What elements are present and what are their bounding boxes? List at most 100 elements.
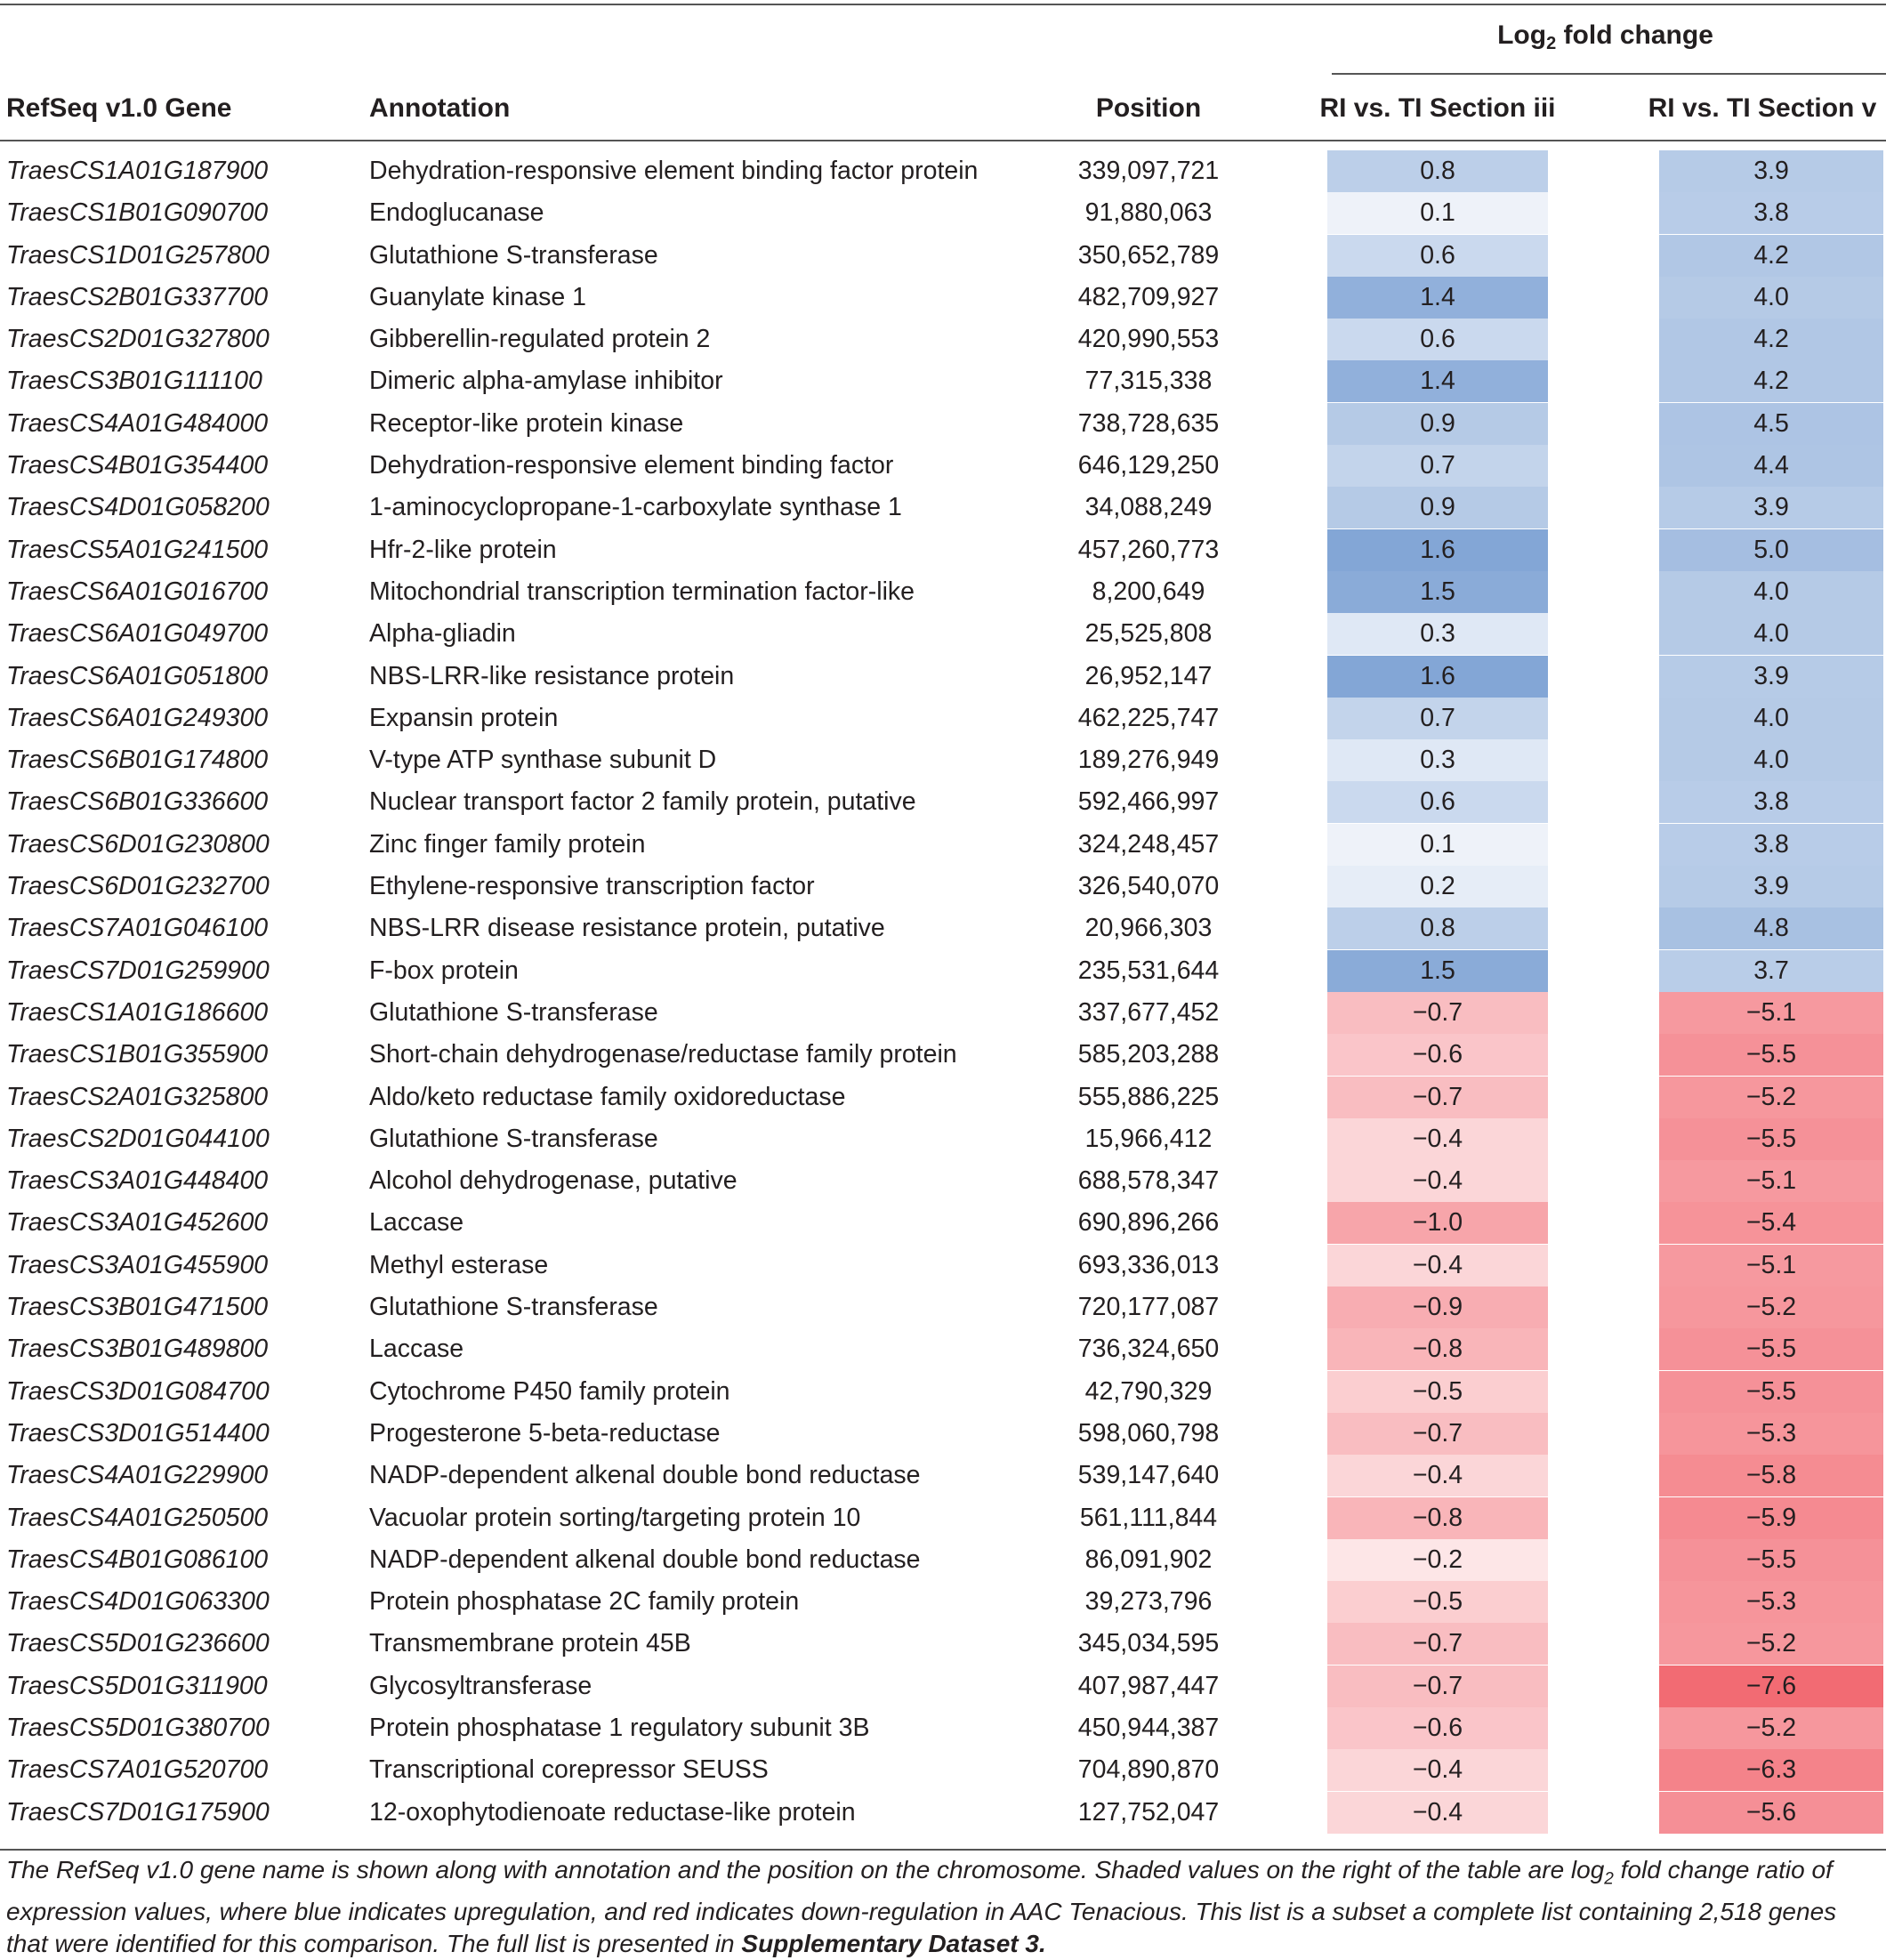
annotation-cell: Transcriptional corepressor SEUSS [369,1755,769,1785]
position-cell: 20,966,303 [1084,914,1213,943]
annotation-cell: Alcohol dehydrogenase, putative [369,1166,737,1196]
position-cell: 482,709,927 [1077,282,1220,311]
section-iii-cell: 1.4 [1327,276,1548,319]
table-row: TraesCS7A01G046100 NBS-LRR disease resist… [0,907,1886,950]
gene-cell: TraesCS6D01G232700 [6,872,270,901]
gene-cell: TraesCS3B01G111100 [6,367,262,396]
group-label-suffix: fold change [1556,20,1713,50]
annotation-cell: Protein phosphatase 1 regulatory subunit… [369,1713,870,1742]
annotation-cell: Glutathione S-transferase [369,240,658,270]
table-row: TraesCS7A01G520700 Transcriptional corepr… [0,1749,1886,1792]
section-iii-cell: 1.6 [1327,655,1548,698]
header-position: Position [1095,93,1202,123]
gene-cell: TraesCS4B01G354400 [6,451,269,480]
table-row: TraesCS3B01G111100 Dimeric alpha-amylase … [0,360,1886,403]
annotation-cell: Cytochrome P450 family protein [369,1376,730,1406]
table-row: TraesCS2D01G327800 Gibberellin-regulated … [0,319,1886,361]
annotation-cell: Short-chain dehydrogenase/reductase fami… [369,1040,957,1069]
section-v-cell: 4.2 [1659,360,1883,403]
gene-cell: TraesCS7A01G046100 [6,914,269,943]
table-row: TraesCS6D01G230800 Zinc finger family pro… [0,823,1886,866]
gene-cell: TraesCS7D01G175900 [6,1797,270,1827]
gene-cell: TraesCS6B01G174800 [6,746,269,775]
section-v-cell: 4.2 [1659,319,1883,361]
position-cell: 450,944,387 [1077,1713,1220,1742]
table-row: TraesCS3A01G448400 Alcohol dehydrogenase,… [0,1160,1886,1203]
gene-cell: TraesCS6A01G249300 [6,703,269,732]
position-cell: 592,466,997 [1077,787,1220,817]
annotation-cell: Guanylate kinase 1 [369,282,586,311]
annotation-cell: Dehydration-responsive element binding f… [369,451,894,480]
table-row: TraesCS6A01G016700 Mitochondrial transcri… [0,570,1886,613]
table-row: TraesCS7D01G175900 12-oxophytodienoate re… [0,1791,1886,1834]
table-row: TraesCS1A01G186600 Glutathione S-transfer… [0,991,1886,1034]
position-cell: 34,088,249 [1084,493,1213,522]
position-cell: 25,525,808 [1084,619,1213,649]
gene-cell: TraesCS1B01G355900 [6,1040,269,1069]
section-v-cell: −5.2 [1659,1287,1883,1329]
position-cell: 539,147,640 [1077,1461,1220,1490]
gene-cell: TraesCS7A01G520700 [6,1755,269,1785]
section-iii-cell: −1.0 [1327,1202,1548,1245]
section-v-cell: −5.4 [1659,1202,1883,1245]
annotation-cell: Protein phosphatase 2C family protein [369,1587,800,1617]
section-iii-cell: −0.8 [1327,1496,1548,1539]
position-cell: 339,097,721 [1077,157,1220,185]
gene-cell: TraesCS3A01G455900 [6,1250,269,1279]
section-v-cell: −5.1 [1659,1244,1883,1287]
annotation-cell: Aldo/keto reductase family oxidoreductas… [369,1082,846,1111]
position-cell: 127,752,047 [1077,1797,1220,1827]
group-label-prefix: Log [1497,20,1547,50]
gene-cell: TraesCS2B01G337700 [6,282,269,311]
section-v-cell: −7.6 [1659,1665,1883,1707]
section-iii-cell: −0.6 [1327,1034,1548,1077]
section-v-cell: −5.1 [1659,1160,1883,1203]
section-iii-cell: 0.2 [1327,866,1548,908]
gene-cell: TraesCS4A01G484000 [6,408,269,438]
position-cell: 720,177,087 [1077,1293,1220,1322]
section-iii-cell: 0.8 [1327,907,1548,950]
table-row: TraesCS3A01G455900 Methyl esterase 693,336… [0,1244,1886,1287]
section-iii-cell: 0.1 [1327,192,1548,235]
section-iii-cell: −0.4 [1327,1791,1548,1834]
group-label-sub: 2 [1546,34,1557,53]
position-cell: 86,091,902 [1084,1545,1213,1574]
gene-cell: TraesCS2D01G044100 [6,1124,270,1153]
position-cell: 91,880,063 [1084,198,1213,228]
gene-cell: TraesCS4D01G063300 [6,1587,270,1617]
table-row: TraesCS2B01G337700 Guanylate kinase 1 482,… [0,276,1886,319]
gene-cell: TraesCS4B01G086100 [6,1545,269,1574]
annotation-cell: Hfr-2-like protein [369,535,557,564]
section-iii-cell: −0.7 [1327,1412,1548,1455]
section-iii-cell: −0.8 [1327,1328,1548,1371]
annotation-cell: Methyl esterase [369,1250,549,1279]
position-cell: 704,890,870 [1077,1755,1220,1785]
section-iii-cell: −0.4 [1327,1455,1548,1497]
header-annotation: Annotation [369,93,511,123]
position-cell: 350,652,789 [1077,240,1220,270]
annotation-cell: Laccase [369,1208,464,1238]
section-iii-cell: −0.4 [1327,1749,1548,1792]
gene-cell: TraesCS3A01G452600 [6,1208,269,1238]
section-v-cell: 3.9 [1659,150,1883,192]
position-cell: 8,200,649 [1092,577,1205,606]
table-row: TraesCS4B01G354400 Dehydration-responsive… [0,445,1886,488]
position-cell: 561,111,844 [1079,1503,1218,1532]
section-v-cell: −5.5 [1659,1117,1883,1160]
section-v-cell: −5.3 [1659,1581,1883,1624]
position-cell: 39,273,796 [1084,1587,1213,1617]
gene-cell: TraesCS4A01G250500 [6,1503,269,1532]
annotation-cell: Progesterone 5-beta-reductase [369,1418,721,1448]
section-iii-cell: 0.1 [1327,823,1548,866]
table-row: TraesCS3A01G452600 Laccase 690,896,266 −1.0… [0,1202,1886,1245]
gene-cell: TraesCS2D01G327800 [6,325,270,354]
position-cell: 462,225,747 [1077,703,1220,732]
position-cell: 690,896,266 [1077,1208,1220,1238]
annotation-cell: NBS-LRR disease resistance protein, puta… [369,914,885,943]
table-row: TraesCS1A01G187900 Dehydration-responsive… [0,150,1886,192]
gene-cell: TraesCS7D01G259900 [6,956,270,985]
section-iii-cell: −0.4 [1327,1160,1548,1203]
section-iii-cell: −0.4 [1327,1244,1548,1287]
position-cell: 235,531,644 [1077,956,1220,985]
